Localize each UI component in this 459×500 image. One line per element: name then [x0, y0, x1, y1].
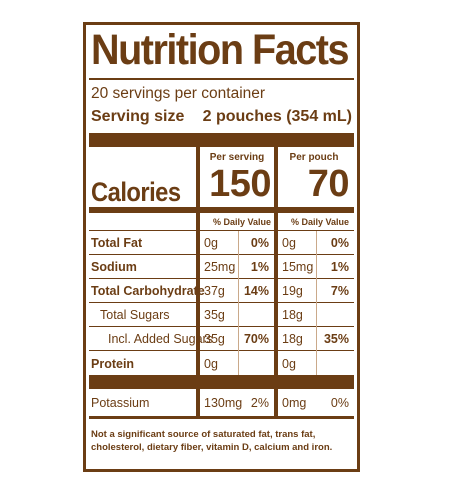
- divider: [89, 302, 354, 303]
- serving-daily-value: 14%: [243, 284, 269, 298]
- per-pouch-header: Per pouch: [289, 152, 339, 163]
- nutrient-label: Incl. Added Sugars: [108, 332, 213, 346]
- nutrient-label: Potassium: [91, 396, 150, 410]
- footnote: Not a significant source of saturated fa…: [91, 429, 333, 453]
- pouch-amount: 18g: [282, 332, 303, 346]
- pouch-amount: 0g: [282, 357, 296, 371]
- calories-divider: [89, 207, 196, 213]
- pouch-daily-value: 0%: [330, 236, 349, 250]
- nutrient-label: Total Sugars: [100, 308, 170, 322]
- nutrient-label: Protein: [91, 357, 135, 371]
- inner-separator: [238, 231, 239, 375]
- serving-amount: 0g: [204, 236, 218, 250]
- serving-daily-value: 0%: [250, 236, 269, 250]
- panel-title: Nutrition Facts: [91, 26, 350, 74]
- serving-amount: 35g: [204, 332, 225, 346]
- nutrient-label: Total Carbohydrate: [91, 284, 205, 298]
- per-serving-header: Per serving: [209, 152, 265, 163]
- pouch-daily-value: 0%: [330, 396, 349, 410]
- serving-amount: 0g: [204, 357, 218, 371]
- serving-amount: 130mg: [204, 396, 243, 410]
- divider: [89, 326, 354, 327]
- serving-daily-value: 70%: [243, 332, 269, 346]
- serving-size-value: 2 pouches (354 mL): [202, 108, 352, 125]
- divider: [89, 254, 354, 255]
- pouch-daily-value: 7%: [330, 284, 349, 298]
- divider: [89, 350, 354, 351]
- daily-value-header: % Daily Value: [290, 217, 349, 227]
- column-separator-right: [274, 147, 278, 417]
- pouch-amount: 0g: [282, 236, 296, 250]
- divider: [89, 416, 354, 419]
- pouch-daily-value: 1%: [330, 260, 349, 274]
- thick-divider: [89, 133, 354, 147]
- calories-divider: [200, 207, 274, 213]
- divider: [89, 78, 354, 80]
- column-separator-left: [196, 147, 200, 417]
- pouch-amount: 18g: [282, 308, 303, 322]
- serving-size-label: Serving size: [91, 108, 185, 125]
- servings-per-container: 20 servings per container: [91, 85, 266, 102]
- pouch-amount: 15mg: [282, 260, 314, 274]
- serving-amount: 37g: [204, 284, 225, 298]
- daily-value-header: % Daily Value: [212, 217, 271, 227]
- pouch-amount: 19g: [282, 284, 303, 298]
- nutrient-label: Sodium: [91, 260, 137, 274]
- pouch-amount: 0mg: [282, 396, 307, 410]
- serving-amount: 25mg: [204, 260, 236, 274]
- pouch-daily-value: 35%: [323, 332, 349, 346]
- serving-amount: 35g: [204, 308, 225, 322]
- calories-label: Calories: [91, 177, 181, 207]
- calories-per-serving: 150: [209, 163, 271, 205]
- serving-daily-value: 2%: [250, 396, 269, 410]
- nutrition-facts-panel: Nutrition Facts 20 servings per containe…: [83, 22, 360, 472]
- inner-separator: [316, 231, 317, 375]
- divider: [89, 230, 354, 231]
- nutrient-label: Total Fat: [91, 236, 143, 250]
- divider: [89, 278, 354, 279]
- thick-divider: [89, 375, 354, 389]
- serving-daily-value: 1%: [250, 260, 269, 274]
- calories-per-pouch: 70: [307, 163, 350, 205]
- calories-divider: [278, 207, 354, 213]
